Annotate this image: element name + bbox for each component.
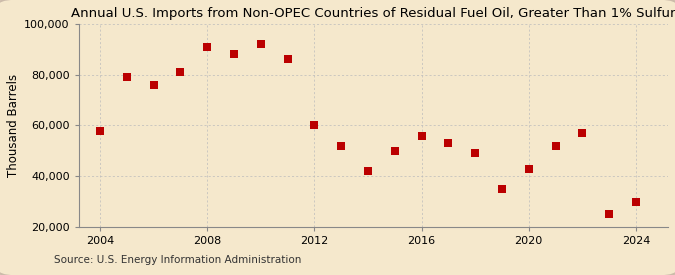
Point [309, 123, 320, 128]
Point [470, 151, 481, 156]
Point [122, 75, 132, 79]
Point [603, 212, 614, 216]
Point [550, 144, 561, 148]
Point [630, 199, 641, 204]
Y-axis label: Thousand Barrels: Thousand Barrels [7, 74, 20, 177]
Point [335, 144, 346, 148]
Point [443, 141, 454, 145]
Point [577, 131, 588, 135]
Point [229, 52, 240, 57]
Title: Annual U.S. Imports from Non-OPEC Countries of Residual Fuel Oil, Greater Than 1: Annual U.S. Imports from Non-OPEC Countr… [71, 7, 675, 20]
Point [95, 128, 105, 133]
Point [362, 169, 373, 173]
Point [497, 187, 508, 191]
Text: Source: U.S. Energy Information Administration: Source: U.S. Energy Information Administ… [54, 255, 301, 265]
Point [389, 149, 400, 153]
Point [255, 42, 266, 46]
Point [175, 70, 186, 74]
Point [148, 82, 159, 87]
Point [202, 45, 213, 49]
Point [282, 57, 293, 62]
Point [523, 166, 534, 171]
Point [416, 133, 427, 138]
